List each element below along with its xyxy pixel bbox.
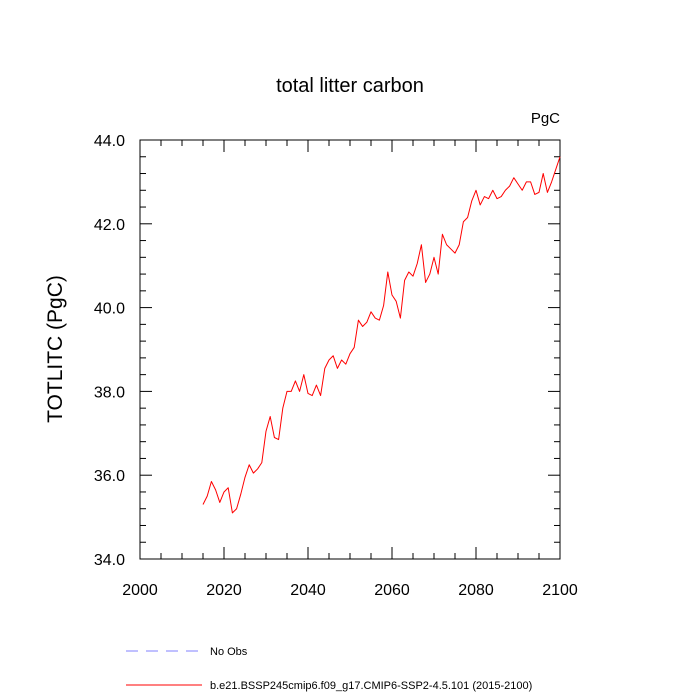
x-tick-label: 2100 (542, 582, 578, 599)
y-axis-label: TOTLITC (PgC) (44, 275, 67, 423)
y-tick-label: 38.0 (94, 384, 125, 401)
y-tick-label: 36.0 (94, 468, 125, 485)
plot-frame (139, 139, 561, 560)
x-tick-label: 2040 (290, 582, 326, 599)
series-line-0 (202, 156, 561, 514)
x-tick-label: 2060 (374, 582, 410, 599)
y-tick-label: 34.0 (94, 552, 125, 569)
legend-label-series: b.e21.BSSP245cmip6.f09_g17.CMIP6-SSP2-4.… (210, 680, 532, 692)
y-tick-label: 40.0 (94, 301, 125, 318)
legend: No Obs b.e21.BSSP245cmip6.f09_g17.CMIP6-… (126, 646, 532, 692)
plot-area (202, 156, 561, 514)
y-tick-label: 42.0 (94, 217, 125, 234)
y-tick-label: 44.0 (94, 133, 125, 150)
x-tick-label: 2080 (458, 582, 494, 599)
x-tick-label: 2000 (122, 582, 158, 599)
x-tick-label: 2020 (206, 582, 242, 599)
legend-label-no-obs: No Obs (210, 646, 248, 658)
unit-label: PgC (531, 110, 560, 127)
chart-title: total litter carbon (276, 75, 424, 97)
axis-tick-labels: 2000 2020 2040 2060 2080 2100 34.0 36.0 38.0 40.0… (94, 133, 578, 599)
axis-ticks (139, 139, 561, 560)
